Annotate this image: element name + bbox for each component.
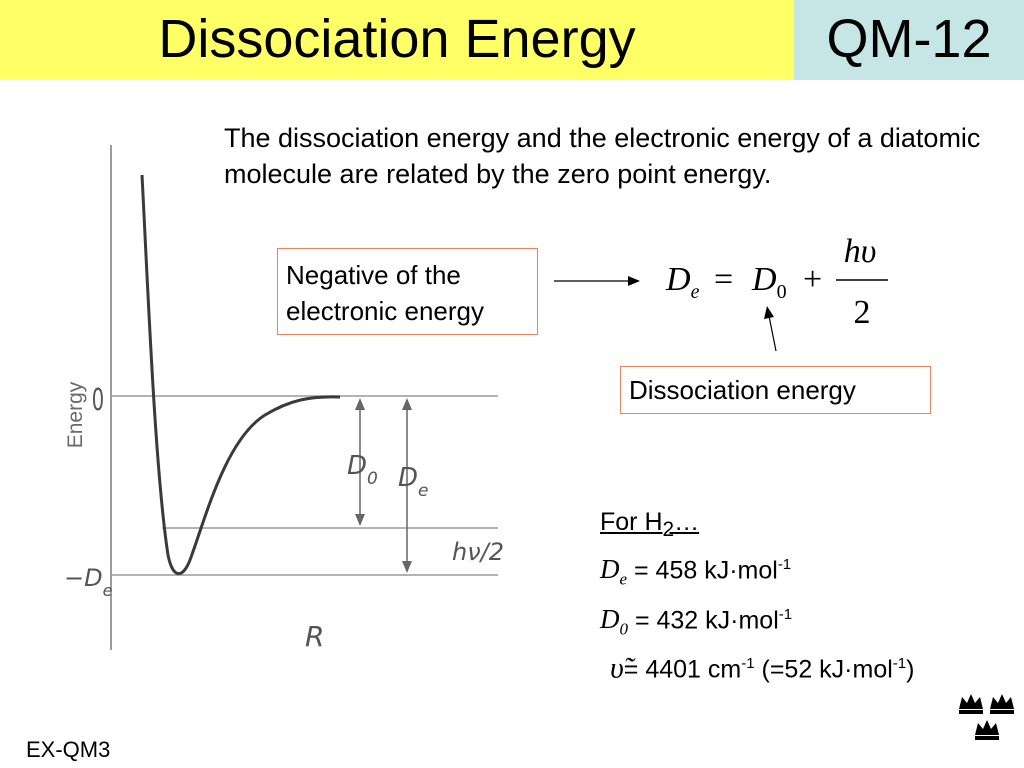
dissociation-energy-callout: Dissociation energy [620, 366, 931, 414]
h2-de-symbol: De [600, 554, 627, 588]
de-label: De [398, 463, 429, 501]
equation-numerator: hυ [844, 233, 877, 270]
callout-arrowhead-electronic [628, 276, 640, 286]
h2-d0-symbol: D0 [600, 604, 628, 638]
equation-lhs-sub: e [691, 281, 700, 303]
h2-heading: For H2… [600, 505, 1020, 547]
h2-de-row: De = 458 kJ·mol-1 [600, 547, 1020, 597]
h2-values: For H2… De = 458 kJ·mol-1 D0 = 432 kJ·mo… [600, 505, 1020, 688]
footer-slide-code: EX-QM3 [26, 737, 111, 762]
h2-nu-close: ) [906, 655, 915, 684]
h2-nu-row: υ̃= 4401 cm-1 (=52 kJ·mol-1) [600, 646, 1020, 687]
h2-nu-paren: (=52 kJ·mol [754, 655, 893, 684]
title-bar [0, 0, 794, 80]
three-crowns-logo [959, 694, 1014, 740]
h2-d0-value: = 432 kJ·mol [628, 606, 779, 635]
h2-d0-symbol-main: D [600, 604, 620, 635]
r-axis-label: R [305, 620, 324, 653]
h2-nu-paren-exp: -1 [892, 655, 907, 673]
equation-lhs: De [665, 261, 700, 303]
hv2-label: hν/2 [452, 538, 504, 566]
de-label-main: D [398, 463, 418, 493]
dissociation-energy-callout-text: Dissociation energy [629, 375, 856, 405]
de-arrowhead-down [402, 561, 412, 573]
electronic-energy-callout: Negative of the electronic energy [277, 248, 538, 335]
h2-de-exp: -1 [777, 556, 792, 573]
h2-nu-symbol: υ̃ [610, 651, 624, 685]
de-label-sub: e [418, 481, 428, 501]
d0-label-main: D [347, 451, 367, 481]
h2-d0-symbol-sub: 0 [619, 619, 629, 639]
slide-id-box: QM-12 [794, 0, 1024, 80]
h2-nu-exp: -1 [741, 655, 755, 673]
morse-potential-curve [140, 174, 341, 576]
minus-de-label-sub: e [103, 581, 113, 600]
callout-arrowhead-dissociation [764, 306, 774, 319]
de-arrowhead-up [402, 398, 412, 410]
potential-energy-diagram: Energy 0 −De D0 De hν/2 R [64, 145, 504, 653]
d0-label-sub: 0 [367, 469, 378, 489]
zero-label: 0 [92, 383, 104, 417]
intro-paragraph: The dissociation energy and the electron… [224, 123, 981, 189]
minus-de-label-main: −D [64, 564, 103, 592]
equation-denominator: 2 [854, 294, 871, 331]
h2-de-symbol-main: D [600, 554, 620, 585]
h2-heading-suffix: … [674, 508, 700, 536]
h2-d0-exp: -1 [778, 605, 793, 623]
equation-lhs-symbol: D [665, 261, 691, 298]
dissociation-equation: De = D0 + hυ 2 [665, 233, 888, 331]
d0-arrowhead-up [355, 398, 365, 410]
h2-nu-value: = 4401 cm [623, 655, 742, 684]
equation-rhs-sub: 0 [777, 281, 787, 303]
h2-d0-row: D0 = 432 kJ·mol-1 [600, 597, 1020, 647]
h2-heading-text: For H2… [600, 508, 700, 541]
slide-title: Dissociation Energy [158, 9, 636, 69]
h2-heading-sub: 2 [662, 518, 675, 541]
equation-rhs: D0 [751, 261, 787, 303]
electronic-energy-callout-text: Negative of the electronic energy [286, 260, 484, 326]
callout-arrow-dissociation [768, 315, 777, 352]
d0-arrowhead-down [355, 514, 365, 526]
d0-label: D0 [347, 451, 378, 489]
minus-de-label: −De [64, 564, 113, 600]
h2-de-symbol-sub: e [619, 569, 628, 589]
h2-heading-main: For H [600, 508, 663, 536]
slide-id: QM-12 [826, 9, 992, 69]
equation-rhs-symbol: D [751, 261, 777, 298]
energy-axis-label: Energy [64, 381, 87, 448]
h2-de-value: = 458 kJ·mol [627, 556, 778, 585]
equation-plus: + [803, 261, 822, 298]
equation-equals: = [714, 261, 733, 298]
